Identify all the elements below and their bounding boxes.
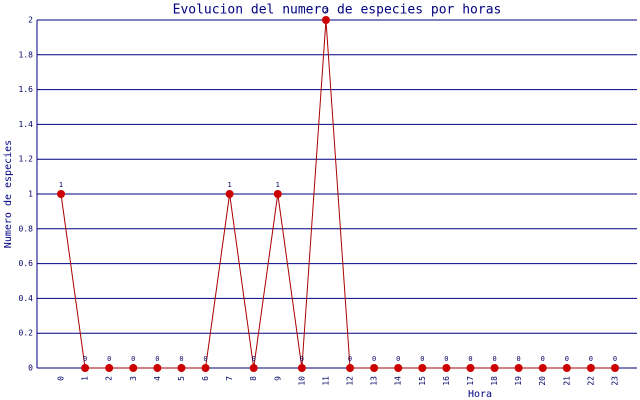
y-tick-label: 0.8 [19,224,34,233]
data-point [394,364,403,372]
x-tick-label: 8 [249,376,258,381]
x-tick-label: 11 [321,376,330,386]
data-point [249,364,258,372]
x-tick-label: 5 [177,376,186,381]
data-point [466,364,475,372]
data-point [57,190,65,198]
data-label: 1 [227,181,231,189]
data-label: 0 [131,355,135,363]
data-point [562,364,571,372]
x-tick-label: 10 [297,376,306,386]
y-tick-label: 1 [28,190,33,199]
y-tick-label: 0 [28,364,33,373]
chart-title: Evolucion del numero de especies por hor… [173,3,502,18]
data-label: 0 [541,355,545,363]
y-tick-label: 0.4 [19,294,34,303]
x-tick-label: 23 [611,376,620,386]
y-tick-label: 1.4 [19,120,34,129]
x-tick-label: 14 [394,376,403,386]
data-label: 0 [107,355,111,363]
y-tick-label: 1.8 [19,50,34,59]
data-point [538,364,547,372]
data-label: 0 [589,355,593,363]
x-tick-label: 17 [466,376,475,386]
x-tick-label: 2 [105,376,114,381]
data-label: 0 [517,355,521,363]
x-tick-label: 12 [346,376,355,386]
data-label: 2 [324,7,328,15]
data-label: 0 [565,355,569,363]
data-label: 0 [155,355,159,363]
x-tick-label: 3 [129,376,138,381]
data-label: 0 [468,355,472,363]
data-point [611,364,619,372]
data-line [60,19,615,369]
x-tick-label: 0 [57,376,66,381]
data-point [225,190,234,198]
y-tick-label: 1.6 [19,85,34,94]
x-tick-label: 21 [562,376,571,386]
data-point [129,364,138,372]
y-axis-title: Numero de especies [3,140,14,248]
data-point [346,364,355,372]
data-label: 0 [613,355,617,363]
data-point [418,364,427,372]
x-tick-label: 7 [225,376,234,381]
data-label: 0 [396,355,400,363]
x-tick-label: 16 [442,376,451,386]
data-label: 0 [179,355,183,363]
data-label: 0 [348,355,352,363]
data-label: 0 [444,355,448,363]
data-label: 0 [300,355,304,363]
data-label: 1 [59,181,63,189]
data-point [370,364,379,372]
data-point [201,364,210,372]
y-tick-label: 0.6 [19,259,34,268]
data-label: 0 [372,355,376,363]
y-tick-label: 0.2 [19,329,34,338]
y-tick-label: 2 [28,16,33,25]
data-label: 0 [83,355,87,363]
data-label: 0 [203,355,207,363]
x-tick-label: 19 [514,376,523,386]
x-tick-label: 9 [273,376,282,381]
y-tick-label: 1.2 [19,155,34,164]
x-tick-label: 20 [538,376,547,386]
data-point [273,190,282,198]
data-point [321,16,330,24]
x-tick-label: 18 [490,376,499,386]
x-tick-label: 1 [81,376,90,381]
data-label: 0 [252,355,256,363]
x-tick-label: 15 [418,376,427,386]
data-label: 1 [276,181,280,189]
data-point [514,364,523,372]
data-point [297,364,306,372]
x-tick-label: 6 [201,376,210,381]
data-point [81,364,90,372]
data-point [586,364,595,372]
data-point [105,364,114,372]
data-point [490,364,499,372]
data-point [153,364,162,372]
data-point [177,364,186,372]
data-point [442,364,451,372]
x-axis-title: Hora [468,389,492,400]
data-label: 0 [420,355,424,363]
x-tick-label: 22 [586,376,595,386]
data-label: 0 [492,355,496,363]
x-tick-label: 4 [153,376,162,381]
x-tick-label: 13 [370,376,379,386]
